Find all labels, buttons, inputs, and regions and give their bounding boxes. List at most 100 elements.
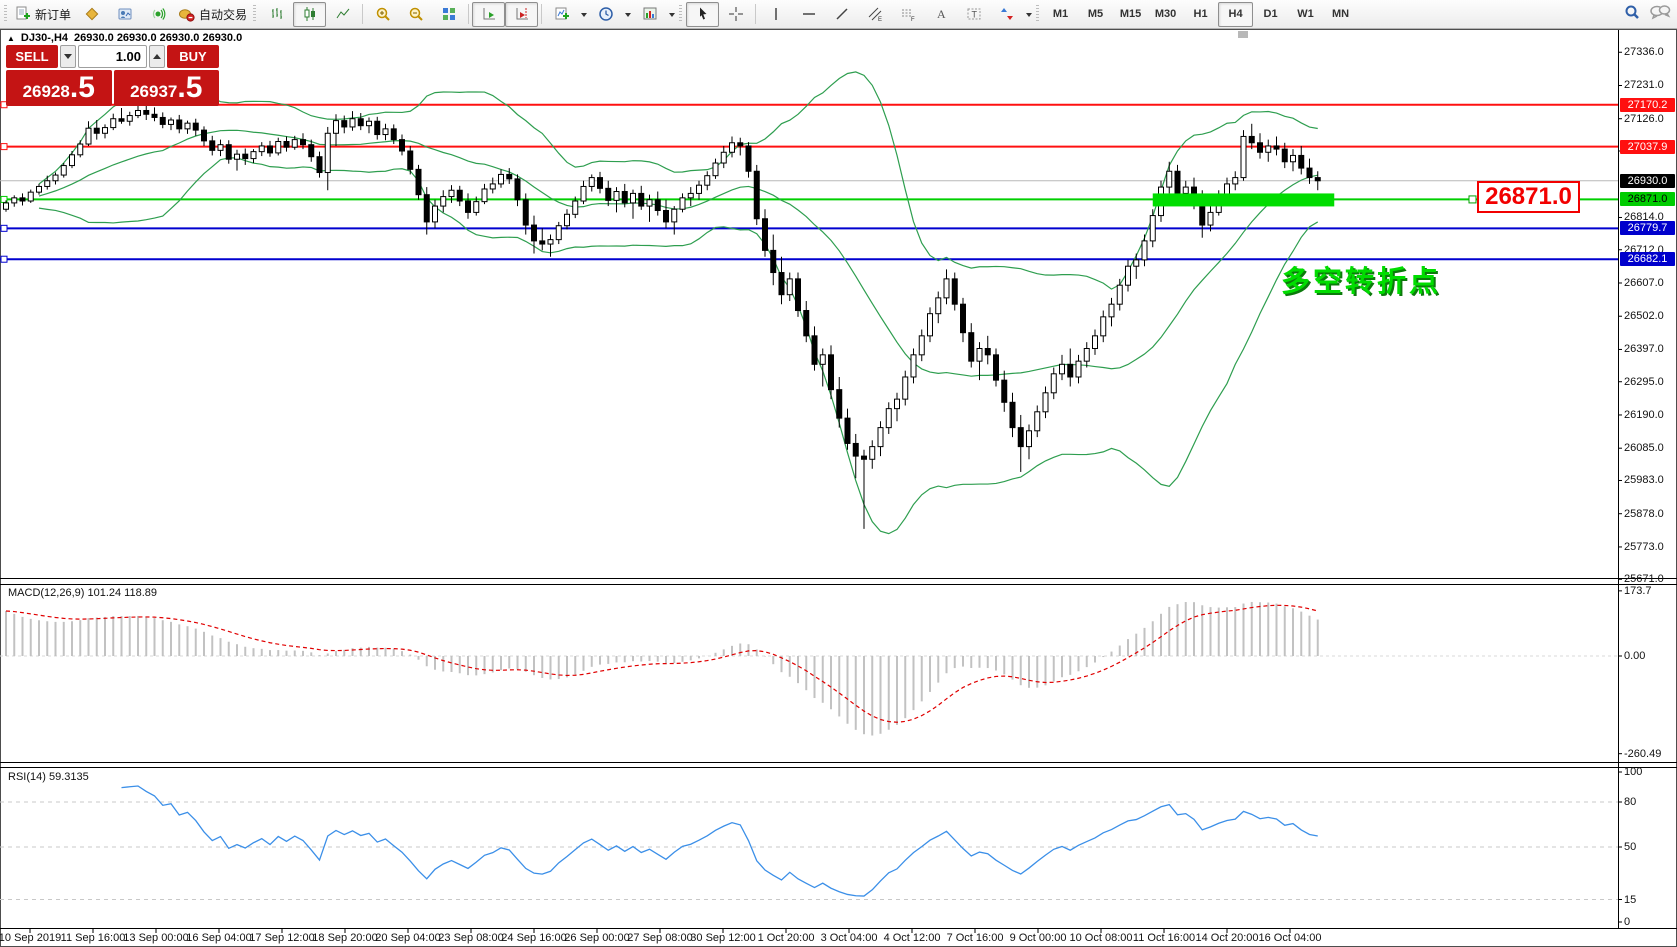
new-order-label: 新订单	[35, 7, 72, 22]
candlestick-chart-icon	[302, 6, 318, 22]
macd-tick-label: 173.7	[1624, 584, 1652, 597]
chart-shift-button[interactable]	[505, 1, 539, 27]
price-tick-label: 26295.0	[1624, 375, 1664, 388]
search-icon[interactable]	[1623, 3, 1641, 26]
collapse-panel-icon[interactable]: ▲	[7, 34, 15, 43]
price-tag-26682.1: 26682.1	[1620, 252, 1675, 267]
crosshair-button[interactable]	[719, 2, 752, 27]
timeframe-button-d1[interactable]: D1	[1263, 8, 1278, 20]
autotrading-button[interactable]: 自动交易	[174, 2, 251, 27]
timeframe-button-m1[interactable]: M1	[1052, 8, 1069, 20]
tile-windows-button[interactable]	[432, 2, 465, 27]
market-watch-button[interactable]	[75, 2, 108, 27]
horizontal-line-button[interactable]	[792, 2, 825, 27]
vertical-line-button[interactable]	[759, 2, 792, 27]
hline-anchor[interactable]	[0, 224, 8, 232]
timeframe-button-mn[interactable]: MN	[1331, 8, 1350, 20]
price-tick-label: 26814.0	[1624, 211, 1664, 224]
price-callout-label[interactable]: 26871.0	[1477, 181, 1580, 213]
fibonacci-icon: F	[900, 6, 916, 22]
time-axis-label: 20 Sep 04:00	[375, 932, 441, 944]
arrow-up-icon	[153, 50, 161, 59]
volume-decrease-button[interactable]	[60, 45, 76, 68]
templates-button[interactable]	[633, 2, 666, 27]
timeframe-button-h1[interactable]: H1	[1193, 8, 1208, 20]
templates-dropdown[interactable]	[666, 3, 677, 26]
svg-text:A: A	[937, 7, 946, 21]
hline-anchor[interactable]	[0, 143, 8, 151]
time-axis-label: 16 Oct 04:00	[1258, 932, 1322, 944]
text-button[interactable]: A	[924, 2, 957, 27]
price-tag-26779.7: 26779.7	[1620, 221, 1675, 236]
chart-annotation-text[interactable]: 多空转折点	[1281, 266, 1442, 298]
macd-tick-label: -260.49	[1624, 747, 1662, 760]
sell-button[interactable]: SELL	[6, 45, 58, 68]
horizontal-line-icon	[801, 6, 817, 22]
hline-anchor[interactable]	[0, 255, 8, 263]
autotrading-label: 自动交易	[199, 7, 248, 22]
chart-shift-icon	[514, 6, 530, 22]
equidistant-channel-button[interactable]: E	[858, 2, 891, 27]
rsi-indicator-label: RSI(14) 59.3135	[8, 771, 89, 783]
volume-value[interactable]: 1.00	[78, 45, 147, 68]
time-axis-label: 27 Sep 08:00	[627, 932, 693, 944]
auto-scroll-button[interactable]	[472, 1, 506, 27]
symbol-period-label: DJ30-,H4	[20, 32, 68, 44]
tester-icon	[117, 6, 133, 22]
volume-increase-button[interactable]	[149, 45, 165, 68]
chat-icon[interactable]	[1649, 3, 1671, 26]
text-icon: A	[934, 6, 948, 22]
templates-icon	[642, 6, 658, 22]
arrows-dropdown[interactable]	[1023, 3, 1034, 26]
periods-button[interactable]	[589, 2, 622, 27]
timeframe-button-m30[interactable]: M30	[1154, 8, 1177, 20]
buy-price[interactable]: 26937.5	[113, 70, 219, 106]
time-axis-label: 4 Oct 12:00	[883, 932, 941, 944]
indicators-dropdown[interactable]	[578, 3, 589, 26]
bar-chart-button[interactable]	[260, 2, 293, 27]
time-axis-label: 24 Sep 16:00	[501, 932, 567, 944]
bar-chart-icon	[269, 6, 285, 22]
sell-price-main: 26928	[22, 82, 70, 101]
time-axis-label: 16 Sep 04:00	[186, 932, 252, 944]
indicators-button[interactable]	[545, 2, 578, 27]
line-chart-button[interactable]	[326, 2, 359, 27]
time-axis-label: 10 Oct 08:00	[1069, 932, 1133, 944]
price-tick-label: 26085.0	[1624, 442, 1664, 455]
auto-scroll-icon	[481, 6, 497, 22]
rsi-tick-label: 100	[1624, 766, 1643, 778]
time-axis-label: 11 Oct 16:00	[1132, 932, 1196, 944]
zoom-out-button[interactable]	[399, 2, 432, 27]
candlestick-chart-button[interactable]	[293, 1, 327, 27]
cursor-button[interactable]	[686, 1, 720, 27]
tile-windows-icon	[441, 6, 457, 22]
price-tick-label: 27336.0	[1624, 46, 1664, 59]
zoom-in-icon	[375, 6, 391, 22]
timeframe-button-m15[interactable]: M15	[1119, 8, 1142, 20]
timeframe-button-m5[interactable]: M5	[1087, 8, 1104, 20]
chevron-down-icon	[668, 12, 675, 20]
fibonacci-button[interactable]: F	[891, 2, 924, 27]
buy-button[interactable]: BUY	[167, 45, 219, 68]
gold-diamond-icon	[84, 6, 100, 22]
strategy-tester-button[interactable]	[108, 2, 141, 27]
text-label-button[interactable]: T	[957, 2, 990, 27]
timeframe-button-w1[interactable]: W1	[1297, 8, 1314, 20]
arrows-button[interactable]	[990, 2, 1023, 27]
timeframe-button-h4[interactable]: H4	[1218, 1, 1254, 27]
chart-title: ▲ DJ30-,H4 26930.0 26930.0 26930.0 26930…	[7, 32, 242, 44]
line-chart-icon	[335, 6, 351, 22]
chart-window	[0, 29, 1677, 947]
new-order-button[interactable]: 新订单	[11, 2, 75, 27]
sell-price[interactable]: 26928.5	[6, 70, 112, 106]
trendline-button[interactable]	[825, 2, 858, 27]
time-axis-label: 30 Sep 12:00	[690, 932, 756, 944]
price-tick-label: 25773.0	[1624, 540, 1664, 553]
zoom-in-button[interactable]	[366, 2, 399, 27]
clock-icon	[598, 6, 614, 22]
signals-button[interactable]	[141, 2, 174, 27]
svg-text:E: E	[878, 17, 882, 22]
price-tag-26871.0: 26871.0	[1620, 192, 1675, 207]
periods-dropdown[interactable]	[622, 3, 633, 26]
